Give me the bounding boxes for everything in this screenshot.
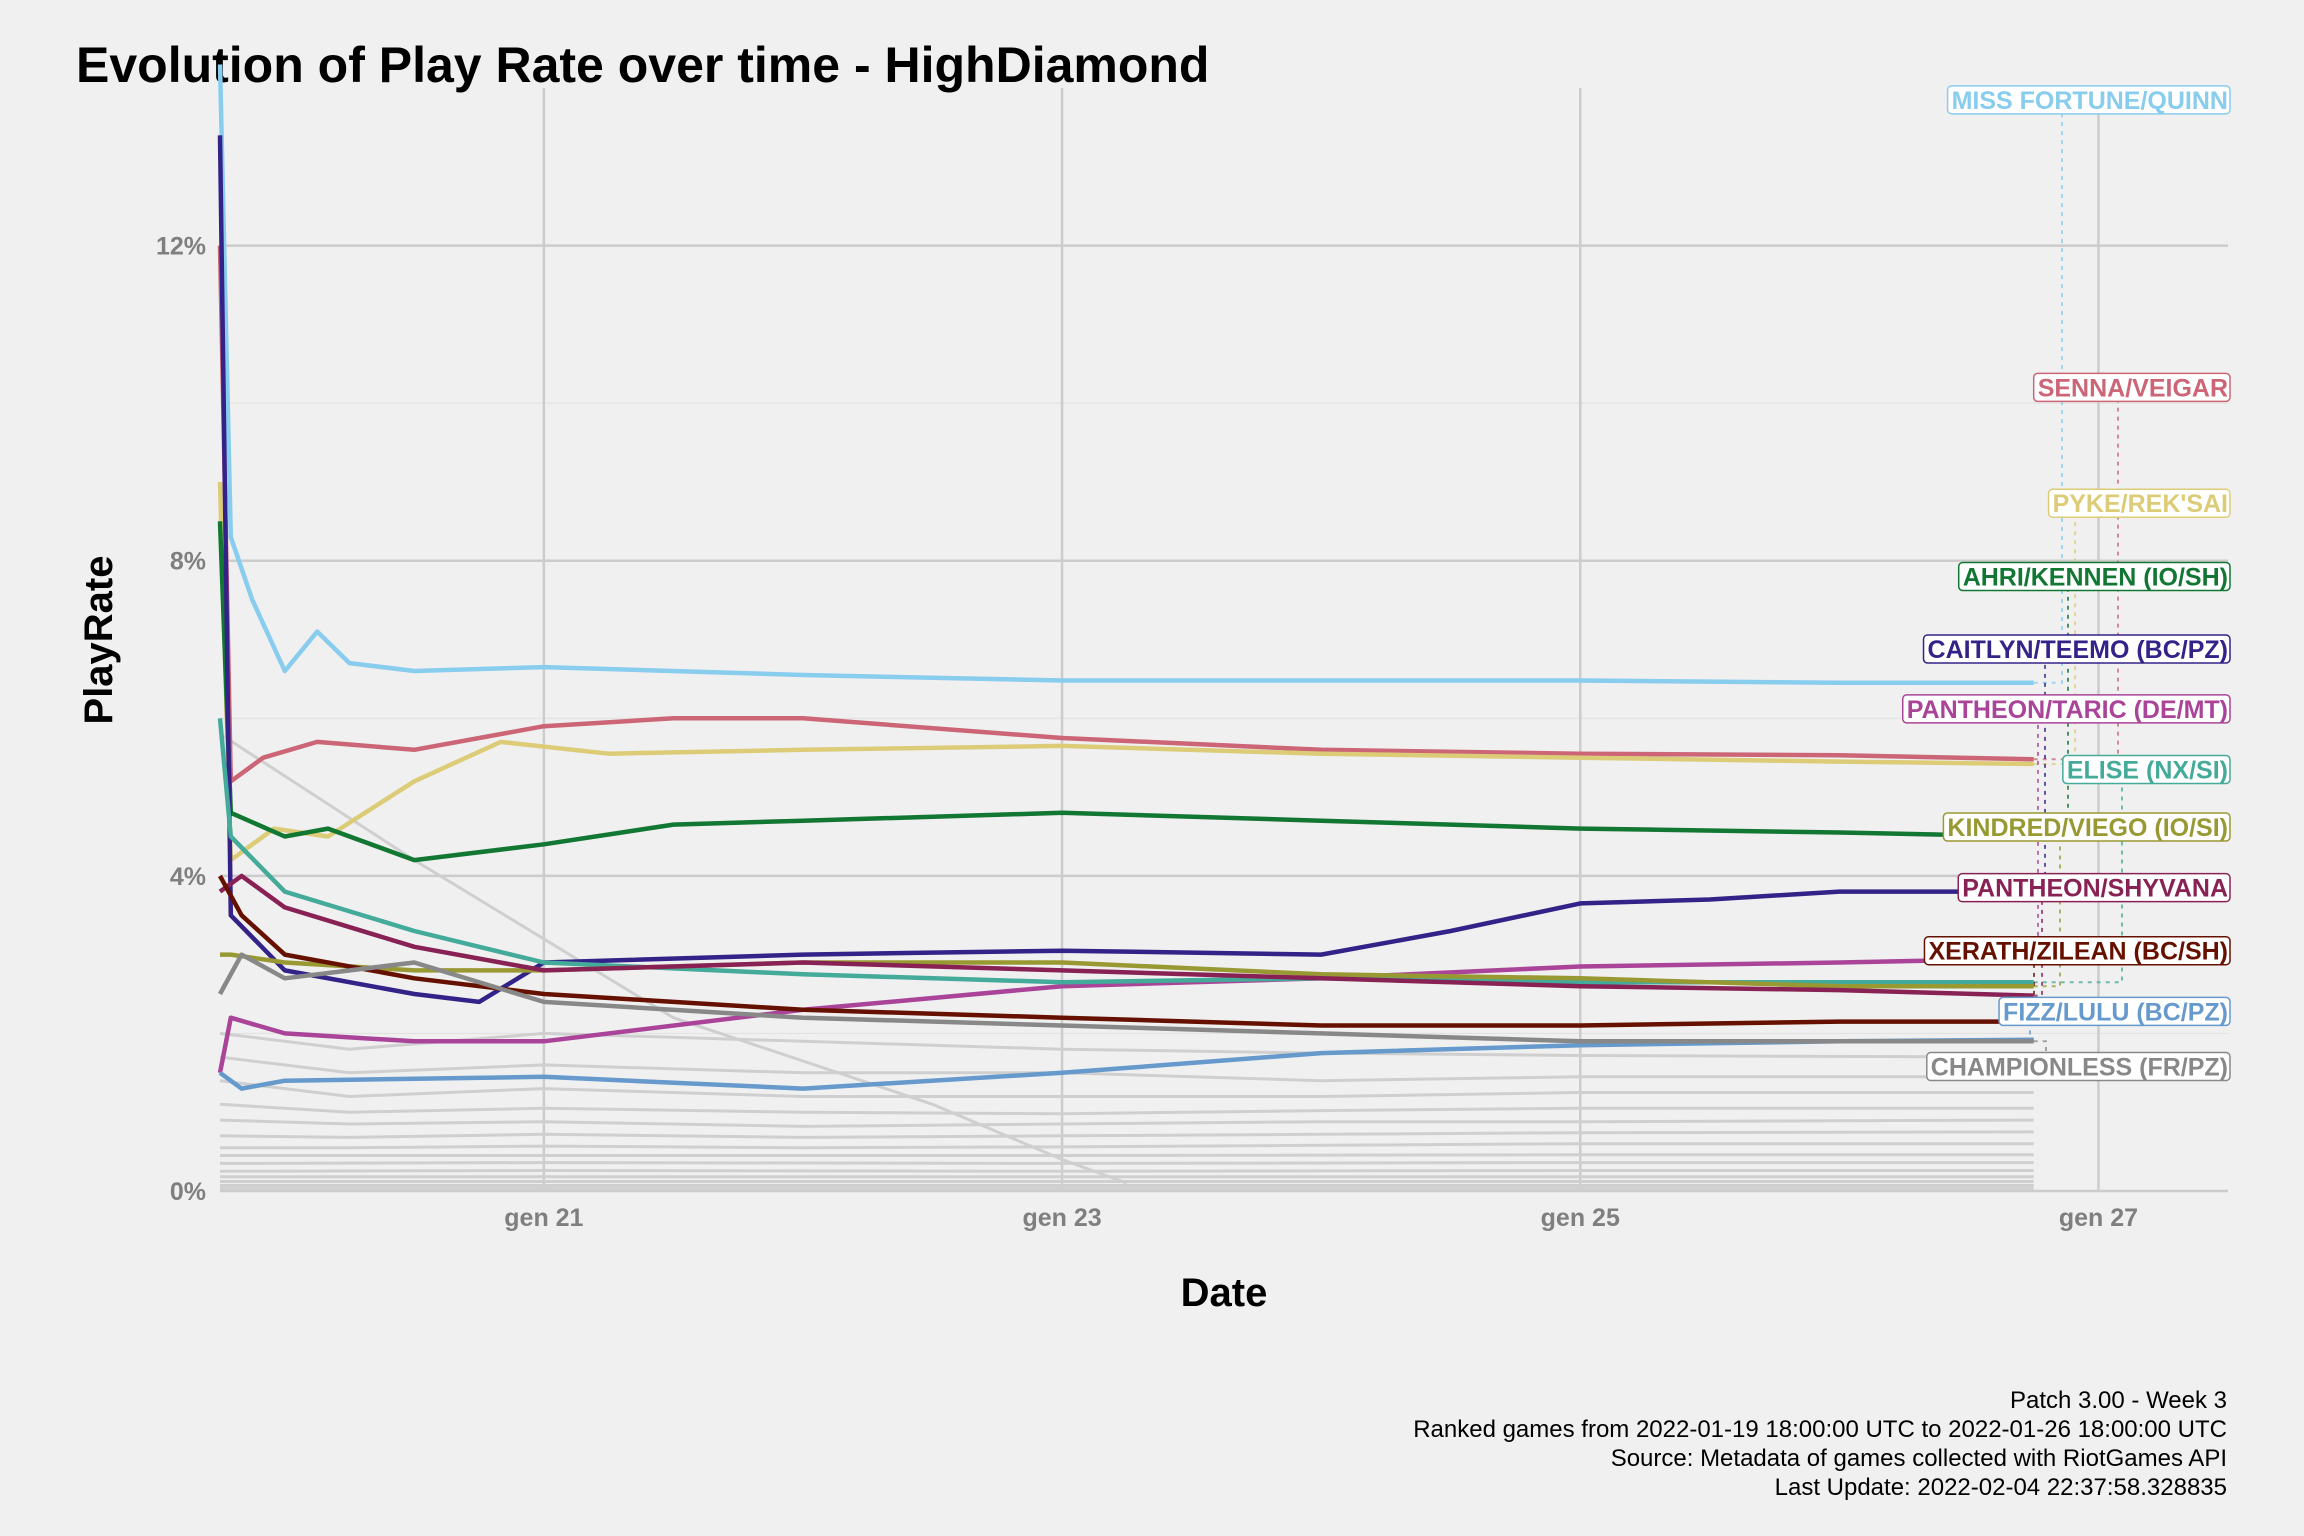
series-label: KINDRED/VIEGO (IO/SI) [1942, 812, 2231, 842]
series-label-text: ELISE (NX/SI) [2067, 756, 2228, 784]
series-label: MISS FORTUNE/QUINN [1946, 85, 2231, 115]
series-label-text: PANTHEON/SHYVANA [1962, 875, 2228, 903]
series-label-box [2047, 488, 2231, 518]
x-tick-label: gen 27 [2059, 1204, 2138, 1232]
background-series-line [219, 1168, 2034, 1173]
background-series-line [220, 1142, 2034, 1150]
series-label: XERATH/ZILEAN (BC/SH) [1923, 935, 2231, 966]
background-series-line [219, 1130, 2034, 1139]
series-label-text: XERATH/ZILEAN (BC/SH) [1928, 938, 2228, 966]
series-label-text: PANTHEON/TARIC (DE/MT) [1907, 696, 2228, 724]
background-series-line [219, 1031, 2034, 1059]
y-tick-label: 0% [170, 1178, 206, 1206]
background-series-line [219, 1118, 2034, 1128]
chart-title: Evolution of Play Rate over time - HighD… [76, 37, 1209, 93]
series-label-box [2062, 754, 2231, 785]
x-tick-label: gen 25 [1541, 1204, 1620, 1232]
background-series [219, 732, 2034, 1191]
series-line [218, 1037, 2034, 1091]
series-label: PANTHEON/SHYVANA [1957, 872, 2231, 903]
series-line [217, 245, 2034, 784]
series-label: ELISE (NX/SI) [2062, 754, 2231, 785]
series-line [217, 481, 2034, 863]
series-label-box [1998, 996, 2231, 1027]
series-label-text: AHRI/KENNEN (IO/SH) [1963, 563, 2228, 591]
caption: Patch 3.00 - Week 3 Ranked games from 20… [1413, 1387, 2227, 1501]
background-series-line [219, 1055, 2034, 1083]
background-series-line [219, 1102, 2034, 1116]
series-label: PANTHEON/TARIC (DE/MT) [1901, 694, 2231, 724]
series-label: CAITLYN/TEEMO (BC/PZ) [1922, 634, 2231, 664]
x-tick-label: gen 21 [504, 1204, 583, 1232]
y-tick-label: 8% [170, 548, 206, 576]
label-connector [2033, 783, 2123, 984]
series-label-text: PYKE/REK'SAI [2053, 490, 2228, 518]
caption-line: Source: Metadata of games collected with… [1611, 1445, 2227, 1472]
caption-line: Last Update: 2022-02-04 22:37:58.328835 [1775, 1474, 2227, 1501]
series-line [218, 874, 2034, 1028]
series-line [217, 64, 2034, 686]
series-label-text: CAITLYN/TEEMO (BC/PZ) [1928, 636, 2228, 664]
caption-line: Patch 3.00 - Week 3 [2010, 1387, 2227, 1414]
x-axis-title: Date [1181, 1271, 1268, 1315]
label-connector [2033, 901, 2043, 997]
y-tick-label: 4% [170, 863, 206, 891]
series-label-text: FIZZ/LULU (BC/PZ) [2003, 998, 2228, 1026]
label-connector [2033, 113, 2063, 684]
series-label-box [1926, 1051, 2231, 1082]
series-label-box [1957, 561, 2231, 592]
caption-line: Ranked games from 2022-01-19 18:00:00 UT… [1413, 1416, 2227, 1443]
series-label: PYKE/REK'SAI [2047, 488, 2231, 518]
series-labels: MISS FORTUNE/QUINN SENNA/VEIGAR PYKE/REK'S… [1901, 85, 2231, 1082]
x-tick-label: gen 23 [1022, 1204, 1101, 1232]
grid [220, 88, 2228, 1193]
series-label: FIZZ/LULU (BC/PZ) [1998, 996, 2231, 1027]
background-series-line [220, 1153, 2034, 1157]
series-label: CHAMPIONLESS (FR/PZ) [1926, 1051, 2231, 1082]
series-label-box [1946, 85, 2231, 115]
series-label-box [1957, 872, 2231, 903]
series-label-box [1942, 812, 2231, 842]
series-label-box [1922, 634, 2231, 664]
axis-ticks: 0% 4% 8% 12% gen 21 gen 23 gen 25 gen 27 [156, 233, 2138, 1232]
series-label-box [1923, 935, 2231, 966]
series-label: AHRI/KENNEN (IO/SH) [1957, 561, 2231, 592]
highlighted-series [217, 64, 2034, 1091]
series-line [217, 521, 2034, 863]
background-series-line [219, 1079, 2034, 1099]
series-line [218, 873, 2034, 998]
series-label-text: MISS FORTUNE/QUINN [1952, 87, 2228, 115]
series-line [217, 135, 2034, 1005]
series-label: SENNA/VEIGAR [2032, 372, 2231, 403]
series-label-text: CHAMPIONLESS (FR/PZ) [1931, 1054, 2228, 1082]
series-label-box [2032, 372, 2231, 403]
series-label-text: KINDRED/VIEGO (IO/SI) [1947, 814, 2228, 842]
label-connectors [2029, 113, 2123, 1081]
series-line [218, 952, 2034, 1044]
background-series-line [219, 1161, 2034, 1165]
y-axis-title: PlayRate [77, 556, 121, 725]
series-label-box [1901, 694, 2231, 724]
y-tick-label: 12% [156, 233, 206, 261]
series-label-text: SENNA/VEIGAR [2038, 374, 2228, 402]
